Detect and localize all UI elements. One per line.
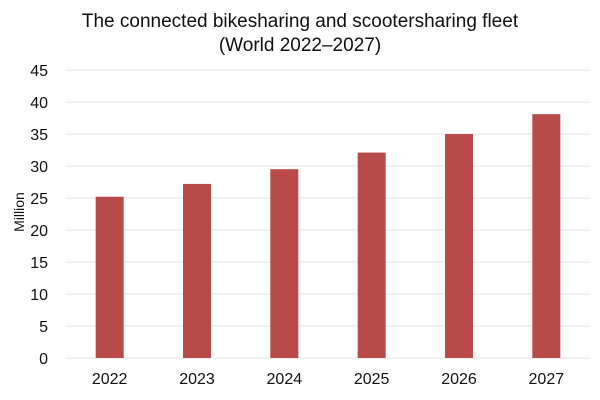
bars [95, 114, 561, 358]
bar-2027 [532, 114, 561, 358]
x-axis-ticks: 2022 2023 2024 2025 2026 2027 [92, 371, 564, 388]
y-tick-label-5: 5 [39, 319, 48, 336]
bar-2025 [357, 152, 386, 358]
x-tick-label-2025: 2025 [354, 371, 390, 388]
x-tick-label-2024: 2024 [267, 371, 303, 388]
x-tick-label-2027: 2027 [529, 371, 565, 388]
x-tick-label-2022: 2022 [92, 371, 128, 388]
chart-title-line-2: (World 2022–2027) [218, 35, 382, 56]
bar-2024 [270, 169, 299, 358]
y-axis-ticks: 0 5 10 15 20 25 30 35 40 45 [30, 63, 48, 368]
y-tick-label-10: 10 [30, 287, 48, 304]
y-tick-label-45: 45 [30, 63, 48, 80]
y-tick-label-30: 30 [30, 159, 48, 176]
x-tick-label-2023: 2023 [179, 371, 215, 388]
chart-title: The connected bikesharing and scootersha… [0, 10, 600, 58]
y-axis-title: Million [11, 192, 27, 232]
bar-2023 [183, 183, 211, 358]
y-tick-label-40: 40 [30, 95, 48, 112]
y-tick-label-15: 15 [30, 255, 48, 272]
x-tick-label-2026: 2026 [441, 371, 477, 388]
y-tick-label-20: 20 [30, 223, 48, 240]
gridlines [66, 69, 590, 359]
y-tick-label-35: 35 [30, 127, 48, 144]
bar-2026 [445, 134, 473, 358]
y-tick-label-25: 25 [30, 191, 48, 208]
y-tick-label-0: 0 [39, 351, 48, 368]
chart-title-line-1: The connected bikesharing and scootersha… [81, 11, 519, 32]
bar-2022 [95, 196, 124, 358]
